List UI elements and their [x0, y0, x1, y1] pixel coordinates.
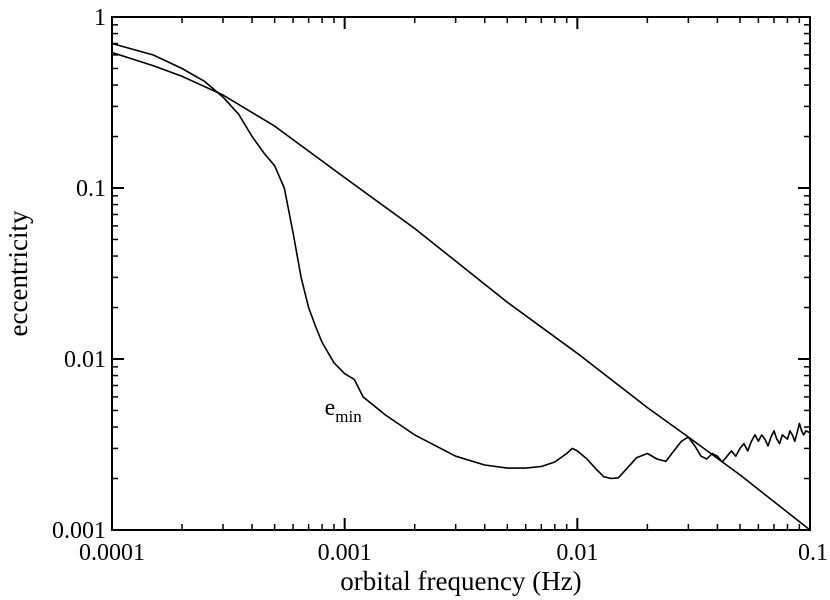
ticks-layer	[111, 16, 811, 531]
series-layer	[111, 42, 811, 531]
series-line-2	[111, 42, 811, 480]
annotation-e-min: emin	[325, 395, 363, 426]
plot-frame	[111, 16, 811, 531]
annotation-subscript: min	[335, 407, 362, 426]
annotation-base: e	[325, 395, 336, 421]
y-tick-label: 0.01	[64, 347, 106, 373]
y-axis-label: eccentricity	[3, 210, 33, 336]
x-tick-label: 0.0001	[79, 540, 145, 566]
y-tick-label: 1	[94, 5, 106, 31]
y-tick-label: 0.001	[52, 518, 106, 544]
y-tick-label: 0.1	[76, 176, 106, 202]
x-tick-label: 0.001	[318, 540, 372, 566]
x-tick-label: 0.1	[798, 540, 828, 566]
x-tick-label: 0.01	[556, 540, 598, 566]
x-axis-label: orbital frequency (Hz)	[340, 566, 581, 596]
